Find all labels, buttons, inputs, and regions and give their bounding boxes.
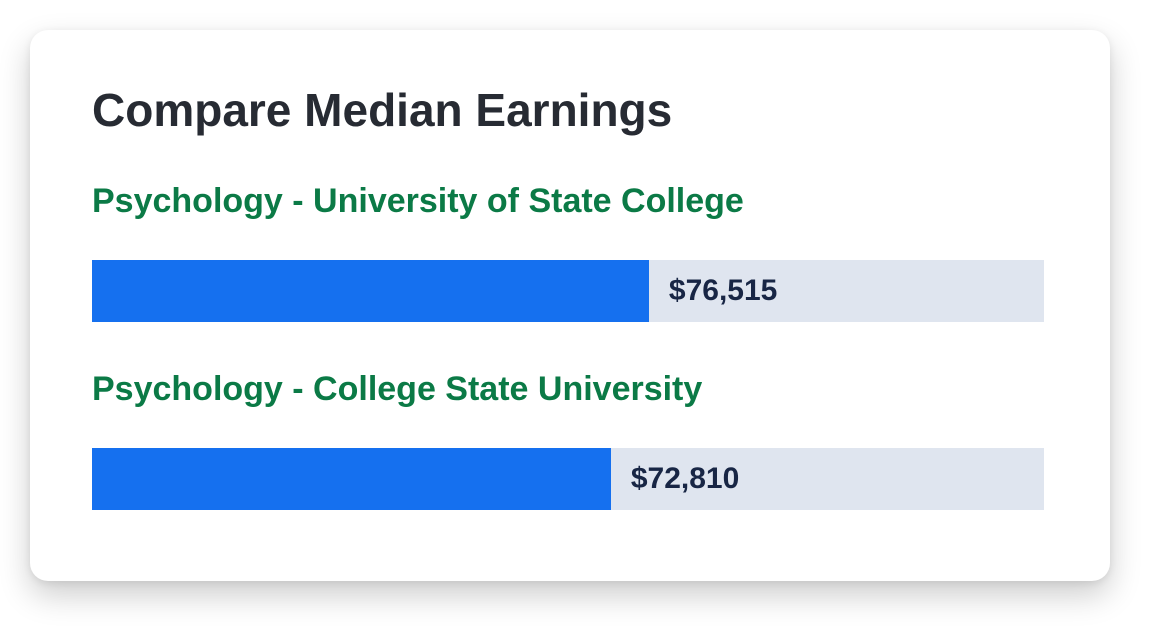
program-label-2: Psychology - College State University: [92, 370, 703, 408]
earnings-value-2: $72,810: [630, 462, 740, 495]
earnings-value-1: $76,515: [668, 274, 778, 307]
earnings-bar-fill-2: [92, 448, 611, 510]
earnings-bar-track-1: $76,515: [92, 260, 1044, 322]
earnings-bar-fill-1: [92, 260, 649, 322]
earnings-bar-track-2: $72,810: [92, 448, 1044, 510]
program-label-1: Psychology - University of State College: [92, 182, 744, 220]
earnings-comparison-card: Compare Median Earnings Psychology - Uni…: [30, 30, 1110, 581]
card-title: Compare Median Earnings: [92, 84, 673, 136]
